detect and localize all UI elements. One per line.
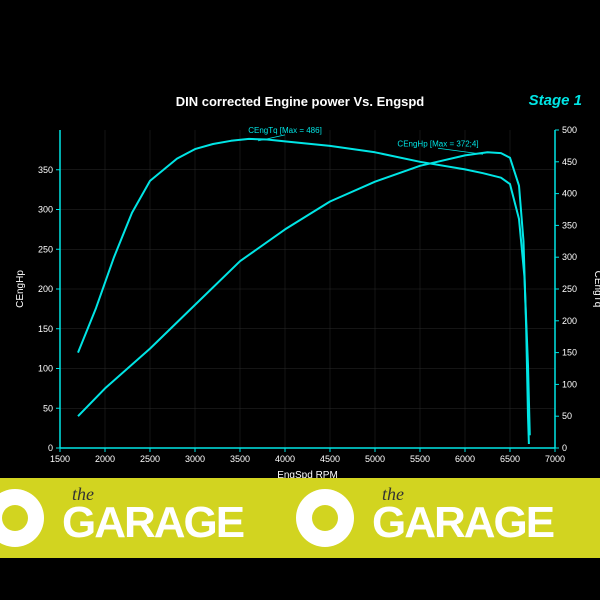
svg-text:6500: 6500 — [500, 454, 520, 464]
svg-text:100: 100 — [38, 364, 53, 374]
svg-text:150: 150 — [38, 324, 53, 334]
svg-text:350: 350 — [562, 220, 577, 230]
svg-text:CEngHp [Max = 372;4]: CEngHp [Max = 372;4] — [397, 139, 478, 148]
svg-text:500: 500 — [562, 125, 577, 135]
svg-text:300: 300 — [562, 252, 577, 262]
svg-text:50: 50 — [562, 411, 572, 421]
svg-text:CEngTq [Max = 486]: CEngTq [Max = 486] — [248, 126, 322, 135]
svg-text:4000: 4000 — [275, 454, 295, 464]
svg-text:50: 50 — [43, 403, 53, 413]
svg-text:2500: 2500 — [140, 454, 160, 464]
watermark-large-text: GARAGE — [62, 498, 243, 548]
svg-text:3500: 3500 — [230, 454, 250, 464]
svg-text:7000: 7000 — [545, 454, 565, 464]
svg-text:100: 100 — [562, 379, 577, 389]
watermark-large-text: GARAGE — [372, 498, 553, 548]
svg-text:5000: 5000 — [365, 454, 385, 464]
svg-text:150: 150 — [562, 348, 577, 358]
svg-text:450: 450 — [562, 157, 577, 167]
svg-text:400: 400 — [562, 189, 577, 199]
svg-text:300: 300 — [38, 205, 53, 215]
svg-text:0: 0 — [48, 443, 53, 453]
svg-text:200: 200 — [562, 316, 577, 326]
svg-text:250: 250 — [38, 244, 53, 254]
svg-text:CEngTq: CEngTq — [592, 271, 600, 308]
svg-text:CEngHp: CEngHp — [15, 270, 26, 308]
svg-text:0: 0 — [562, 443, 567, 453]
gear-icon — [280, 478, 370, 558]
svg-text:6000: 6000 — [455, 454, 475, 464]
svg-text:5500: 5500 — [410, 454, 430, 464]
watermark-banner: the GARAGE the GARAGE — [0, 478, 600, 558]
svg-text:350: 350 — [38, 165, 53, 175]
svg-text:200: 200 — [38, 284, 53, 294]
gear-icon — [0, 478, 60, 558]
svg-text:2000: 2000 — [95, 454, 115, 464]
svg-text:3000: 3000 — [185, 454, 205, 464]
svg-text:1500: 1500 — [50, 454, 70, 464]
svg-text:4500: 4500 — [320, 454, 340, 464]
svg-text:250: 250 — [562, 284, 577, 294]
